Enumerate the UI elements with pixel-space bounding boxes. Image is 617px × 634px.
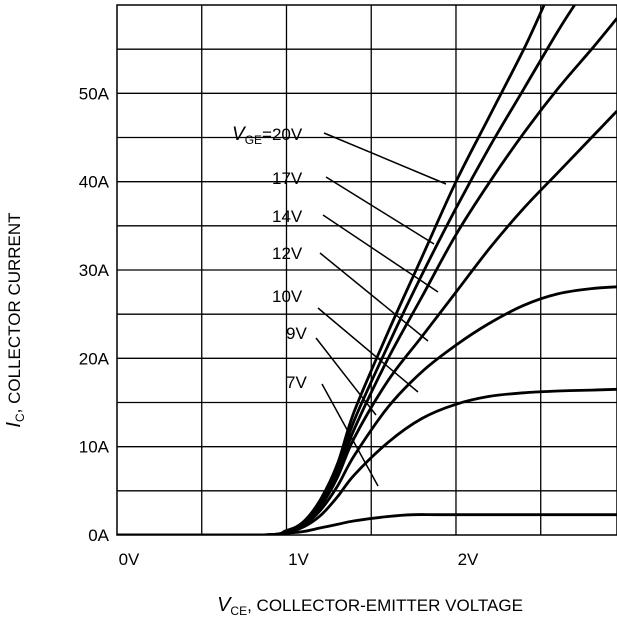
- x-axis-symbol: V: [217, 594, 232, 616]
- grid: [117, 5, 617, 535]
- curve-7v: [117, 513, 617, 535]
- curve-9v: [117, 387, 617, 535]
- y-axis-subscript: C: [13, 413, 27, 422]
- leader-line: [325, 176, 435, 245]
- x-axis-subscript: CE: [230, 604, 247, 618]
- curve-label: 12V: [272, 244, 303, 263]
- tick-labels: 0A 10A 20A 30A 40A 50A 0V 1V 2V: [79, 84, 479, 569]
- y-axis-title: IC, COLLECTOR CURRENT: [3, 212, 27, 427]
- curve-label: 14V: [272, 207, 303, 226]
- y-tick-label: 20A: [79, 349, 110, 368]
- leader-line: [321, 383, 379, 487]
- x-tick-label: 2V: [458, 550, 479, 569]
- y-tick-label: 0A: [88, 526, 109, 545]
- leader-line: [317, 307, 419, 393]
- x-axis-label-text: , COLLECTOR-EMITTER VOLTAGE: [247, 596, 523, 615]
- y-tick-label: 50A: [79, 84, 110, 103]
- leader-line: [323, 132, 447, 185]
- curve-labels: VGE=20V 17V 14V 12V 10V 9V 7V: [232, 124, 307, 392]
- y-axis-symbol: I: [3, 422, 25, 428]
- curves: [117, 5, 617, 535]
- curve-12v: [117, 110, 617, 535]
- x-tick-label: 0V: [119, 550, 140, 569]
- y-tick-label: 30A: [79, 261, 110, 280]
- leader-line: [319, 252, 429, 342]
- leader-line: [315, 337, 377, 416]
- curve-14v: [117, 17, 617, 535]
- curve-label: 7V: [286, 373, 307, 392]
- curve-10v: [117, 285, 617, 535]
- leader-line: [322, 214, 439, 293]
- curve-label: 10V: [272, 287, 303, 306]
- y-tick-label: 10A: [79, 438, 110, 457]
- curve-label: VGE=20V: [232, 124, 303, 147]
- y-tick-label: 40A: [79, 173, 110, 192]
- curve-label: 17V: [272, 169, 303, 188]
- plot-frame: [116, 4, 617, 536]
- y-axis-label-text: , COLLECTOR CURRENT: [5, 212, 24, 413]
- label-leaders: [315, 132, 447, 487]
- x-axis-title: VCE, COLLECTOR-EMITTER VOLTAGE: [217, 594, 523, 618]
- curve-label: 9V: [286, 324, 307, 343]
- x-tick-label: 1V: [288, 550, 309, 569]
